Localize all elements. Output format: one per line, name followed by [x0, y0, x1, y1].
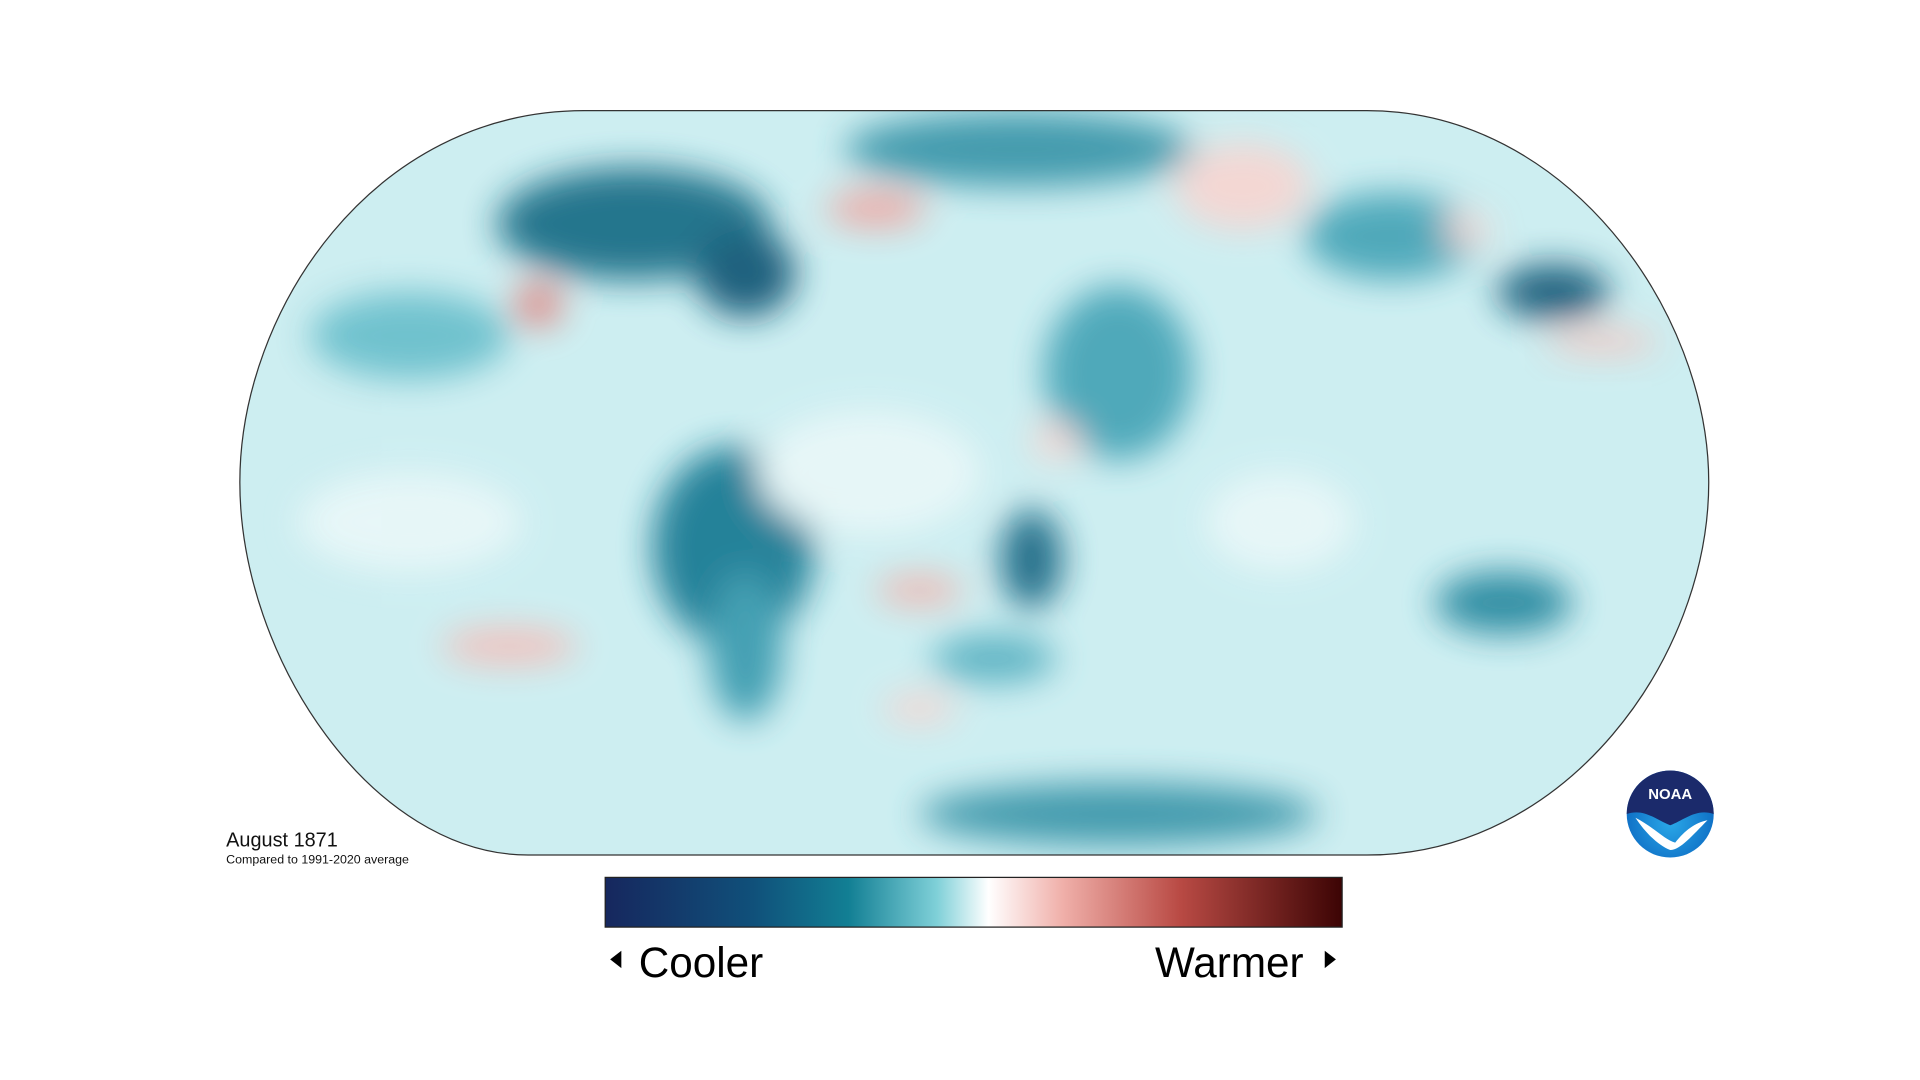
cooler-arrow: [610, 950, 622, 969]
color-scale: [604, 876, 1343, 928]
map-subtitle: Compared to 1991-2020 average: [226, 853, 409, 867]
noaa-logo: NOAA: [1626, 770, 1714, 858]
logo-text: NOAA: [1648, 787, 1692, 803]
map-outline: [239, 110, 1710, 856]
warmer-label: Warmer: [1155, 939, 1304, 986]
map-field: [239, 110, 1709, 856]
warmer-arrow: [1324, 950, 1336, 969]
map-title: August 1871: [226, 829, 338, 851]
cooler-label: Cooler: [639, 939, 763, 986]
